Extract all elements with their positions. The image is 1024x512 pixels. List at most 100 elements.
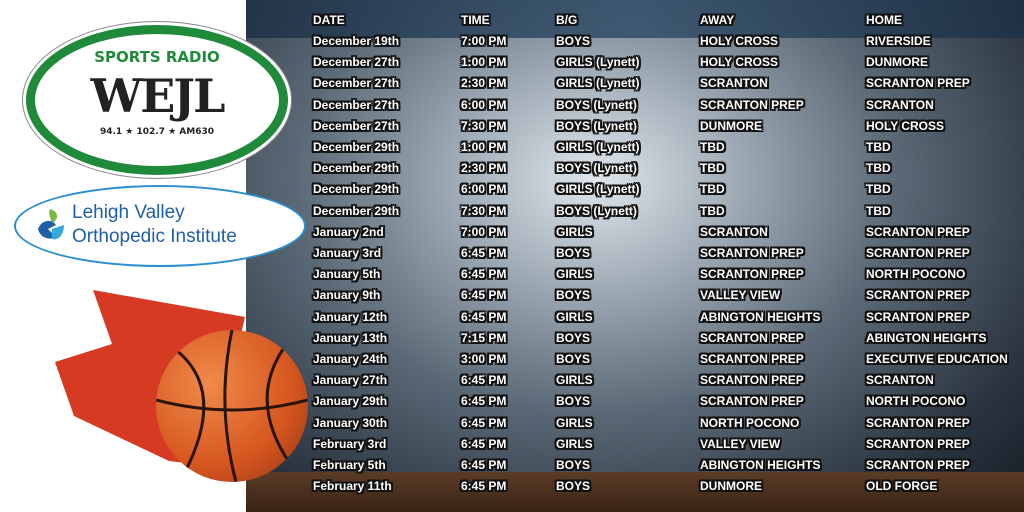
cell-home: SCRANTON PREP (866, 458, 970, 472)
cell-time: 2:30 PM (461, 76, 507, 91)
cell-team: BOYS (556, 479, 591, 494)
cell-team: BOYS (556, 394, 591, 409)
arena-background (246, 0, 1024, 512)
cell-time: 6:45 PM (461, 415, 507, 430)
cell-away: SCRANTON PREP (700, 352, 804, 366)
cell-date: February 11th (313, 479, 392, 494)
cell-home: TBD (866, 182, 891, 197)
cell-date: December 29th (313, 203, 400, 218)
cell-home: SCRANTON (866, 97, 934, 112)
cell-away: SCRANTON PREP (700, 246, 804, 260)
cell-home: SCRANTON PREP (866, 288, 970, 303)
cell-away: SCRANTON PREP (700, 373, 804, 388)
cell-home: SCRANTON PREP (866, 224, 970, 239)
cell-date: January 30th (313, 415, 388, 430)
cell-team: GIRLS (Lynett) (556, 55, 640, 70)
cell-time: 6:00 PM (461, 182, 507, 197)
cell-home: SCRANTON PREP (866, 415, 970, 430)
cell-time: 6:45 PM (461, 309, 507, 324)
cell-home: SCRANTON PREP (866, 436, 970, 451)
cell-time: 1:00 PM (461, 140, 507, 154)
cell-team: BOYS (556, 458, 591, 472)
cell-away: NORTH POCONO (700, 415, 800, 430)
cell-team: BOYS (556, 352, 591, 366)
cell-date: February 5th (313, 458, 386, 472)
cell-team: GIRLS (556, 436, 593, 451)
lvoi-line2: Orthopedic Institute (72, 226, 237, 247)
cell-date: January 24th (313, 352, 388, 366)
cell-team: BOYS (Lynett) (556, 118, 637, 133)
wejl-name: WEJL (90, 69, 226, 123)
cell-away: TBD (700, 140, 725, 154)
cell-home: ABINGTON HEIGHTS (866, 330, 987, 345)
cell-away: SCRANTON PREP (700, 97, 804, 112)
cell-away: ABINGTON HEIGHTS (700, 458, 821, 472)
cell-team: GIRLS (556, 267, 593, 282)
header-time: TIME (461, 13, 490, 27)
header-date: DATE (313, 13, 345, 27)
wejl-logo: SPORTS RADIO WEJL 94.1 ★ 102.7 ★ AM630 (26, 25, 288, 175)
cell-time: 3:00 PM (461, 352, 507, 366)
cell-time: 6:45 PM (461, 267, 507, 282)
cell-home: TBD (866, 140, 891, 154)
cell-home: NORTH POCONO (866, 267, 966, 282)
cell-away: SCRANTON PREP (700, 330, 804, 345)
cell-away: VALLEY VIEW (700, 436, 781, 451)
cell-time: 7:15 PM (461, 330, 507, 345)
cell-time: 7:00 PM (461, 34, 507, 48)
cell-away: SCRANTON PREP (700, 394, 804, 409)
cell-time: 1:00 PM (461, 55, 507, 70)
cell-away: TBD (700, 203, 725, 218)
cell-date: January 12th (313, 309, 388, 324)
cell-team: BOYS (556, 34, 591, 48)
cell-team: GIRLS (Lynett) (556, 76, 640, 91)
cell-team: GIRLS (556, 309, 593, 324)
cell-date: December 27th (313, 118, 400, 133)
cell-date: December 19th (313, 34, 400, 48)
wejl-tagline: SPORTS RADIO (94, 48, 220, 66)
cell-time: 2:30 PM (461, 161, 507, 176)
cell-away: SCRANTON PREP (700, 267, 804, 282)
cell-team: GIRLS (556, 224, 593, 239)
cell-team: BOYS (Lynett) (556, 161, 637, 176)
cell-home: SCRANTON PREP (866, 76, 970, 91)
cell-away: HOLY CROSS (700, 34, 779, 48)
cell-team: BOYS (556, 288, 591, 303)
cell-home: TBD (866, 161, 891, 176)
cell-time: 7:00 PM (461, 224, 507, 239)
cell-date: January 3rd (313, 246, 382, 260)
cell-team: GIRLS (556, 373, 593, 388)
cell-time: 6:45 PM (461, 373, 507, 388)
cell-date: December 29th (313, 182, 400, 197)
wejl-frequencies: 94.1 ★ 102.7 ★ AM630 (99, 127, 215, 137)
cell-home: OLD FORGE (866, 479, 938, 494)
cell-time: 6:45 PM (461, 394, 507, 409)
cell-date: December 29th (313, 161, 400, 176)
cell-away: DUNMORE (700, 479, 762, 494)
lvoi-logo: Lehigh Valley Orthopedic Institute (14, 185, 306, 267)
cell-time: 6:45 PM (461, 288, 507, 303)
cell-home: RIVERSIDE (866, 34, 931, 48)
cell-date: January 5th (313, 267, 381, 282)
cell-home: HOLY CROSS (866, 118, 945, 133)
cell-home: SCRANTON (866, 373, 934, 388)
cell-team: GIRLS (Lynett) (556, 182, 640, 197)
cell-date: February 3rd (313, 436, 387, 451)
cell-away: DUNMORE (700, 118, 762, 133)
cell-home: DUNMORE (866, 55, 928, 70)
cell-time: 6:45 PM (461, 479, 507, 494)
cell-time: 6:45 PM (461, 246, 507, 260)
header-away: AWAY (700, 13, 735, 27)
cell-time: 6:45 PM (461, 436, 507, 451)
cell-date: December 27th (313, 55, 400, 70)
cell-date: December 29th (313, 140, 400, 154)
cell-away: TBD (700, 161, 725, 176)
cell-home: NORTH POCONO (866, 394, 966, 409)
cell-team: GIRLS (556, 415, 593, 430)
cell-team: BOYS (Lynett) (556, 97, 637, 112)
cell-team: BOYS (556, 246, 591, 260)
cell-home: EXECUTIVE EDUCATION (866, 352, 1008, 366)
cell-time: 7:30 PM (461, 118, 507, 133)
header-home: HOME (866, 13, 902, 27)
lvoi-line1: Lehigh Valley (72, 202, 185, 223)
